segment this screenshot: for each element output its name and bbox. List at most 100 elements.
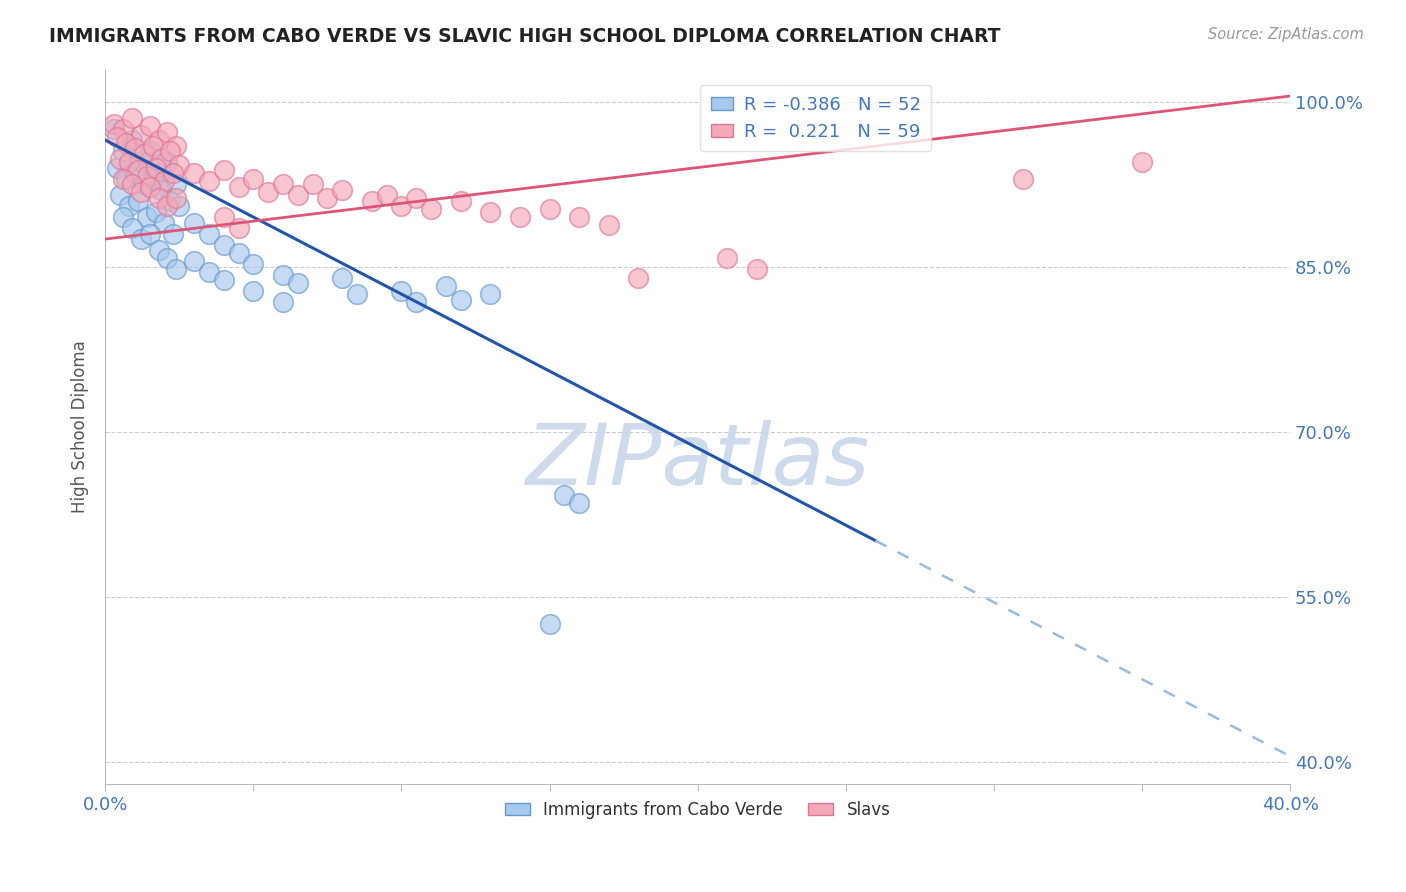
Point	[118, 155, 141, 169]
Point	[129, 128, 152, 142]
Point	[118, 199, 141, 213]
Point	[165, 191, 187, 205]
Point	[162, 227, 184, 241]
Point	[150, 183, 173, 197]
Point	[127, 194, 149, 208]
Y-axis label: High School Diploma: High School Diploma	[72, 340, 89, 513]
Point	[434, 279, 457, 293]
Point	[346, 287, 368, 301]
Point	[242, 257, 264, 271]
Point	[420, 202, 443, 217]
Point	[121, 177, 143, 191]
Point	[135, 169, 157, 184]
Point	[111, 144, 134, 158]
Point	[138, 227, 160, 241]
Point	[148, 243, 170, 257]
Point	[716, 251, 738, 265]
Point	[405, 294, 427, 309]
Point	[568, 496, 591, 510]
Point	[132, 177, 155, 191]
Point	[165, 177, 187, 191]
Point	[108, 188, 131, 202]
Point	[124, 166, 146, 180]
Point	[538, 617, 561, 632]
Point	[183, 254, 205, 268]
Point	[183, 216, 205, 230]
Point	[598, 218, 620, 232]
Point	[271, 294, 294, 309]
Point	[121, 111, 143, 125]
Point	[105, 129, 128, 144]
Point	[242, 284, 264, 298]
Point	[129, 155, 152, 169]
Point	[103, 116, 125, 130]
Point	[183, 166, 205, 180]
Point	[156, 199, 179, 213]
Point	[142, 138, 165, 153]
Point	[1012, 171, 1035, 186]
Point	[450, 293, 472, 307]
Point	[105, 161, 128, 175]
Point	[167, 158, 190, 172]
Point	[165, 261, 187, 276]
Point	[627, 270, 650, 285]
Point	[479, 287, 502, 301]
Point	[301, 177, 323, 191]
Text: Source: ZipAtlas.com: Source: ZipAtlas.com	[1208, 27, 1364, 42]
Point	[153, 216, 176, 230]
Point	[159, 144, 181, 158]
Point	[212, 273, 235, 287]
Point	[257, 185, 280, 199]
Point	[198, 174, 221, 188]
Point	[156, 251, 179, 265]
Point	[509, 210, 531, 224]
Point	[142, 171, 165, 186]
Point	[568, 210, 591, 224]
Point	[145, 204, 167, 219]
Point	[198, 265, 221, 279]
Point	[165, 138, 187, 153]
Point	[228, 221, 250, 235]
Point	[115, 171, 138, 186]
Point	[150, 152, 173, 166]
Point	[330, 270, 353, 285]
Point	[145, 161, 167, 175]
Point	[391, 199, 413, 213]
Point	[212, 162, 235, 177]
Point	[138, 119, 160, 133]
Point	[124, 141, 146, 155]
Point	[156, 125, 179, 139]
Point	[111, 171, 134, 186]
Point	[330, 183, 353, 197]
Point	[212, 210, 235, 224]
Point	[287, 276, 309, 290]
Point	[129, 232, 152, 246]
Point	[228, 180, 250, 194]
Point	[242, 171, 264, 186]
Point	[1130, 155, 1153, 169]
Point	[375, 188, 398, 202]
Point	[553, 488, 575, 502]
Point	[162, 166, 184, 180]
Point	[271, 177, 294, 191]
Point	[167, 199, 190, 213]
Point	[316, 191, 339, 205]
Point	[132, 147, 155, 161]
Point	[148, 166, 170, 180]
Point	[156, 155, 179, 169]
Point	[153, 174, 176, 188]
Point	[121, 133, 143, 147]
Point	[111, 122, 134, 136]
Point	[159, 194, 181, 208]
Point	[129, 185, 152, 199]
Point	[138, 180, 160, 194]
Point	[271, 268, 294, 283]
Point	[538, 202, 561, 217]
Point	[148, 133, 170, 147]
Point	[228, 246, 250, 260]
Point	[287, 188, 309, 202]
Text: IMMIGRANTS FROM CABO VERDE VS SLAVIC HIGH SCHOOL DIPLOMA CORRELATION CHART: IMMIGRANTS FROM CABO VERDE VS SLAVIC HIG…	[49, 27, 1001, 45]
Point	[103, 122, 125, 136]
Point	[391, 284, 413, 298]
Point	[405, 191, 427, 205]
